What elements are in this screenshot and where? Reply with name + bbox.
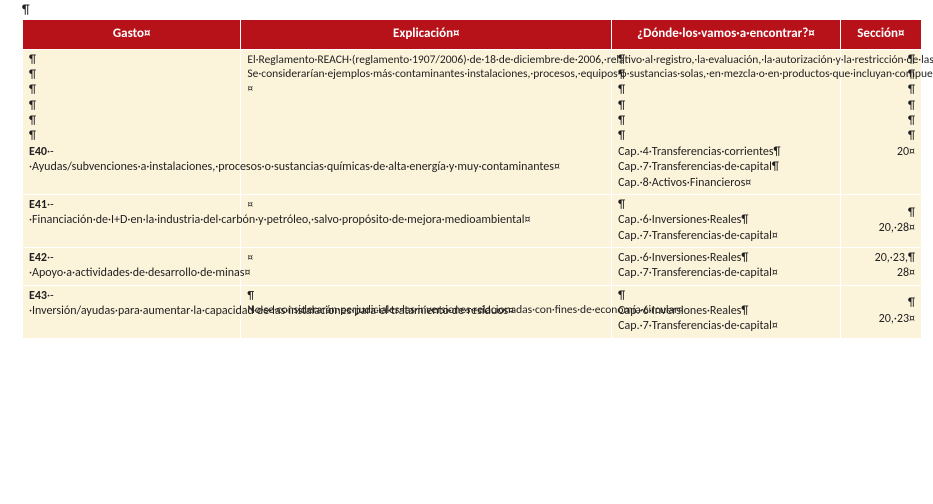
header-explicacion: Explicación¤ (241, 20, 612, 50)
leading-marks: ¶ (247, 289, 605, 304)
row-code: E43 (29, 289, 47, 303)
table-row: E41·-·Financiación·de·I+D·en·la·industri… (23, 194, 922, 247)
row-gasto-text: Financiación·de·I+D·en·la·industria·del·… (32, 213, 530, 227)
page: ¶ Gasto¤ Explicación¤ ¿Dónde·los·vamos·a… (0, 0, 933, 339)
cell-gasto: E41·-·Financiación·de·I+D·en·la·industri… (23, 194, 241, 247)
exp-text: El·Reglamento·REACH·(reglamento·1907/200… (247, 53, 933, 82)
table-body: ¶¶¶¶¶¶E40·-·Ayudas/subvenciones·a·instal… (23, 49, 922, 338)
header-donde: ¿Dónde·los·vamos·a·encontrar?¤ (612, 20, 841, 50)
leading-marks: ¶¶¶¶¶¶ (29, 53, 234, 145)
leading-marks: ¶ (618, 289, 834, 304)
leading-marks: ¶ (618, 198, 834, 213)
secc-text: 20¤ (897, 145, 915, 159)
exp-text: ¤ (247, 198, 253, 212)
donde-text: Cap.·6·Inversiones·Reales¶Cap.·7·Transfe… (618, 304, 778, 333)
table-row: ¶¶¶¶¶¶E40·-·Ayudas/subvenciones·a·instal… (23, 49, 922, 194)
leading-marks: ¶ (847, 206, 915, 221)
header-gasto: Gasto¤ (23, 20, 241, 50)
cell-gasto: E43·-·Inversión/ayudas·para·aumentar·la·… (23, 285, 241, 338)
donde-text: Cap.·6·Inversiones·Reales¶Cap.·7·Transfe… (618, 213, 778, 242)
row-code: E42 (29, 251, 47, 265)
leading-pilcrow: ¶ (22, 4, 925, 17)
secc-text: 20,·23,¶28¤ (875, 251, 915, 280)
cell-gasto: ¶¶¶¶¶¶E40·-·Ayudas/subvenciones·a·instal… (23, 49, 241, 194)
cell-gasto: E42·-·Apoyo·a·actividades·de·desarrollo·… (23, 247, 241, 285)
cell-seccion: 20,·23,¶28¤ (840, 247, 921, 285)
cell-donde: ¶Cap.·6·Inversiones·Reales¶Cap.·7·Transf… (612, 194, 841, 247)
secc-text: 20,·23¤ (879, 312, 915, 326)
exp-text: ¤ (247, 251, 253, 265)
donde-text: Cap.·6·Inversiones·Reales¶Cap.·7·Transfe… (618, 251, 778, 280)
donde-text: Cap.·4·Transferencias·corrientes¶Cap.·7·… (618, 145, 780, 190)
table-row: E43·-·Inversión/ayudas·para·aumentar·la·… (23, 285, 922, 338)
cell-donde: Cap.·6·Inversiones·Reales¶Cap.·7·Transfe… (612, 247, 841, 285)
row-gasto-text: Apoyo·a·actividades·de·desarrollo·de·min… (32, 266, 250, 280)
cell-explicacion: ¶No·se·considerarán·perjudiciales·las·in… (241, 285, 612, 338)
row-code: E40 (29, 145, 47, 159)
budget-table: Gasto¤ Explicación¤ ¿Dónde·los·vamos·a·e… (22, 19, 922, 339)
cell-seccion: ¶20,·23¤ (840, 285, 921, 338)
header-seccion: Sección¤ (840, 20, 921, 50)
leading-marks: ¶ (847, 296, 915, 311)
row-gasto-text: Ayudas/subvenciones·a·instalaciones,·pro… (32, 160, 560, 174)
table-header: Gasto¤ Explicación¤ ¿Dónde·los·vamos·a·e… (23, 20, 922, 50)
cell-explicacion: ¤ (241, 247, 612, 285)
row-code: E41 (29, 198, 47, 212)
secc-text: 20,·28¤ (879, 221, 915, 235)
cell-donde: ¶Cap.·6·Inversiones·Reales¶Cap.·7·Transf… (612, 285, 841, 338)
cell-seccion: ¶20,·28¤ (840, 194, 921, 247)
table-row: E42·-·Apoyo·a·actividades·de·desarrollo·… (23, 247, 922, 285)
